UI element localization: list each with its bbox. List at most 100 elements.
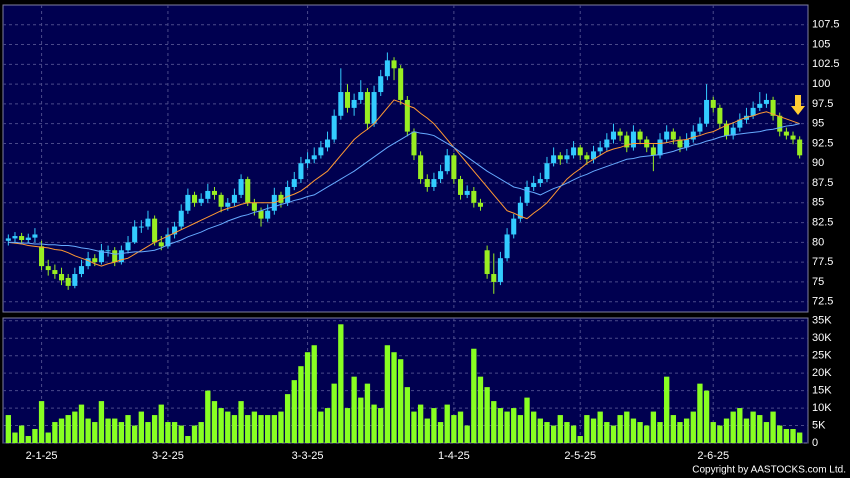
y-tick-label: 102.5 xyxy=(812,58,840,70)
candle-body xyxy=(590,151,597,160)
volume-bar xyxy=(358,397,364,443)
volume-bar xyxy=(218,408,224,443)
volume-bar xyxy=(657,422,663,443)
candle-body xyxy=(497,258,503,282)
volume-bar xyxy=(730,411,736,443)
candle-body xyxy=(424,179,430,187)
volume-bar xyxy=(457,411,464,443)
candle-body xyxy=(318,147,324,156)
volume-bar xyxy=(25,436,31,443)
volume-bar xyxy=(271,415,277,443)
ma-line xyxy=(8,99,800,267)
candle-body xyxy=(324,139,331,148)
candle-body xyxy=(471,190,477,203)
candle-body xyxy=(105,250,111,252)
volume-bar xyxy=(411,411,417,443)
x-tick-label: 2-1-25 xyxy=(26,450,58,462)
candle-body xyxy=(278,194,284,203)
price-panel xyxy=(2,4,809,313)
volume-bar xyxy=(238,401,244,443)
candle-body xyxy=(690,131,696,140)
candle-body xyxy=(305,159,311,164)
candle-body xyxy=(504,234,510,259)
volume-bar xyxy=(610,425,617,443)
candle-body xyxy=(311,155,317,160)
volume-bar xyxy=(484,387,490,443)
y-tick-label: 20K xyxy=(812,367,832,379)
volume-bar xyxy=(743,418,750,443)
volume-bar xyxy=(278,411,284,443)
candle-body xyxy=(25,237,31,240)
y-tick-label: 10K xyxy=(812,402,832,414)
candle-body xyxy=(98,250,104,263)
candle-body xyxy=(85,258,91,267)
volume-bar xyxy=(444,404,450,443)
x-tick-label: 3-2-25 xyxy=(152,450,184,462)
volume-bar xyxy=(138,411,144,443)
volume-bar xyxy=(371,404,377,443)
volume-bar xyxy=(324,408,331,443)
candle-body xyxy=(344,92,351,108)
volume-bar xyxy=(198,422,204,443)
volume-bar xyxy=(471,348,477,443)
candle-body xyxy=(351,99,357,108)
y-tick-label: 82.5 xyxy=(812,216,833,228)
volume-bar xyxy=(318,411,324,443)
candle-body xyxy=(451,155,457,180)
candle-body xyxy=(597,147,603,152)
candle-body xyxy=(624,135,630,148)
candle-body xyxy=(664,131,670,140)
candle-body xyxy=(211,190,218,195)
candle-body xyxy=(717,107,723,124)
volume-bar xyxy=(617,415,623,443)
x-tick-label: 3-3-25 xyxy=(292,450,324,462)
candle-body xyxy=(245,179,251,203)
volume-bar xyxy=(710,422,716,443)
volume-bar xyxy=(284,394,291,443)
candle-body xyxy=(398,68,404,100)
y-tick-label: 100 xyxy=(812,78,830,90)
volume-bar xyxy=(351,376,357,443)
volume-bar xyxy=(431,408,437,443)
candle-body xyxy=(251,202,257,211)
candle-body xyxy=(371,92,377,124)
volume-bar xyxy=(697,383,703,443)
candle-body xyxy=(384,60,390,77)
volume-bar xyxy=(72,411,78,443)
candle-body xyxy=(205,190,211,199)
volume-bar xyxy=(52,422,58,443)
candle-body xyxy=(438,171,444,180)
volume-bar xyxy=(624,411,630,443)
volume-bar xyxy=(650,411,657,443)
y-tick-label: 72.5 xyxy=(812,296,833,308)
candle-body xyxy=(750,107,756,116)
volume-bar xyxy=(78,404,85,443)
volume-bar xyxy=(38,401,45,443)
volume-bar xyxy=(12,432,18,443)
volume-bar xyxy=(225,411,231,443)
y-tick-label: 90 xyxy=(812,157,824,169)
candle-body xyxy=(737,119,743,128)
candle-body xyxy=(5,238,11,241)
y-tick-label: 75 xyxy=(812,276,824,288)
y-tick-label: 35K xyxy=(812,315,832,327)
volume-bar xyxy=(98,401,105,443)
volume-bar xyxy=(331,383,337,443)
y-tick-label: 5K xyxy=(812,419,826,431)
volume-bar xyxy=(790,429,796,443)
volume-bar xyxy=(391,352,397,443)
volume-bar xyxy=(158,404,164,443)
candle-body xyxy=(657,139,663,156)
candle-body xyxy=(172,226,178,235)
volume-bar xyxy=(777,425,783,443)
candle-body xyxy=(191,194,198,203)
volume-bar xyxy=(464,425,470,443)
candle-body xyxy=(723,123,730,136)
volume-bar xyxy=(783,429,790,443)
candle-body xyxy=(704,99,710,124)
candle-body xyxy=(797,139,803,156)
candle-body xyxy=(132,226,138,243)
volume-bar xyxy=(664,376,670,443)
candle-body xyxy=(185,194,191,211)
